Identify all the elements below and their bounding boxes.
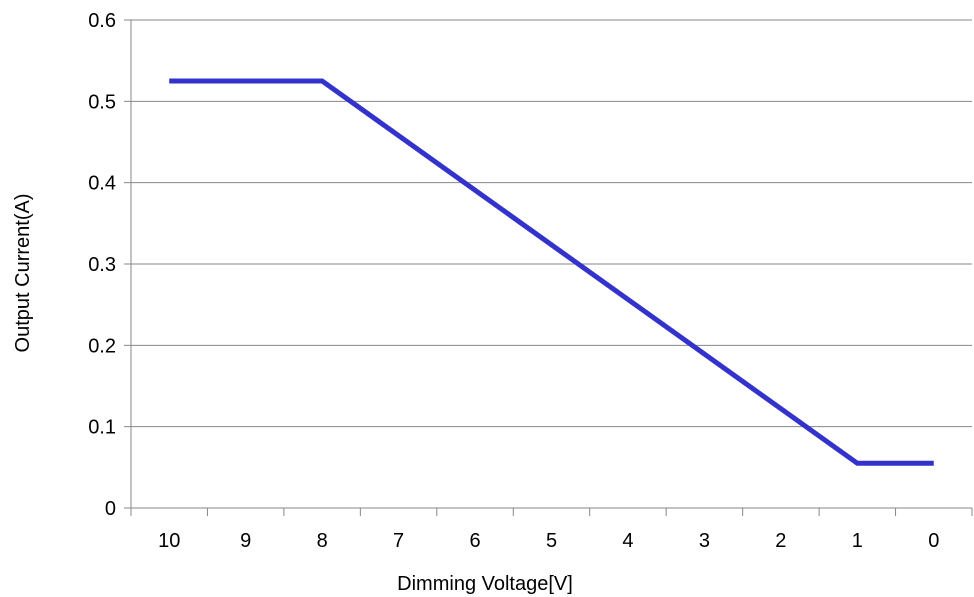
series-layer — [169, 78, 934, 466]
grid-lines — [131, 19, 972, 428]
y-tick-label: 0 — [105, 498, 116, 520]
x-tick-label: 5 — [546, 530, 557, 552]
y-tick-labels: 0 0.1 0.2 0.3 0.4 0.5 0.6 — [88, 10, 116, 520]
y-tick-label: 0.6 — [88, 10, 116, 32]
x-tick-label: 1 — [852, 530, 863, 552]
y-tick-label: 0.4 — [88, 173, 116, 195]
y-axis-title: Output Current(A) — [12, 194, 34, 353]
x-tick-label: 0 — [928, 530, 939, 552]
x-tick-label: 2 — [775, 530, 786, 552]
x-tick-label: 9 — [240, 530, 251, 552]
y-tick-label: 0.5 — [88, 91, 116, 113]
y-tick-label: 0.1 — [88, 417, 116, 439]
series-line-0 — [169, 78, 934, 466]
x-tick-label: 6 — [469, 530, 480, 552]
x-tick-label: 7 — [393, 530, 404, 552]
axes — [124, 19, 973, 516]
x-tick-label: 8 — [317, 530, 328, 552]
x-tick-labels: 10 9 8 7 6 5 4 3 2 1 0 — [158, 530, 939, 552]
x-tick-label: 10 — [158, 530, 180, 552]
y-tick-label: 0.2 — [88, 335, 116, 357]
x-axis-title: Dimming Voltage[V] — [397, 573, 573, 595]
x-tick-label: 4 — [622, 530, 633, 552]
x-tick-label: 3 — [699, 530, 710, 552]
y-tick-label: 0.3 — [88, 254, 116, 276]
